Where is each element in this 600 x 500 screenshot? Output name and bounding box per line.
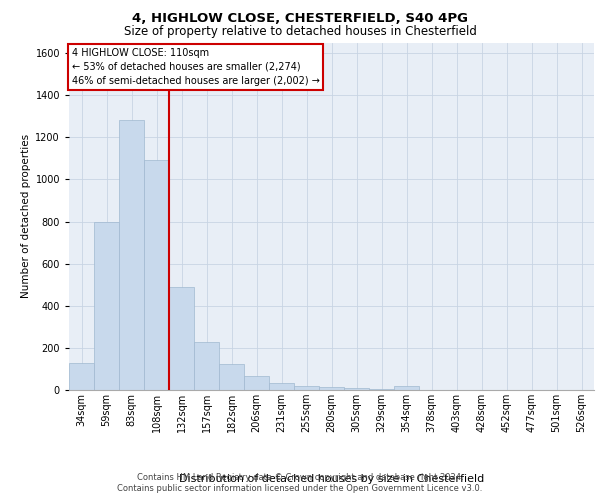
Text: Contains HM Land Registry data © Crown copyright and database right 2024.: Contains HM Land Registry data © Crown c…: [137, 472, 463, 482]
Bar: [319, 387, 344, 390]
Bar: [394, 386, 419, 390]
Bar: [169, 287, 194, 390]
Text: 4, HIGHLOW CLOSE, CHESTERFIELD, S40 4PG: 4, HIGHLOW CLOSE, CHESTERFIELD, S40 4PG: [132, 12, 468, 26]
Bar: [344, 388, 369, 390]
Bar: [294, 386, 319, 390]
Bar: [94, 222, 119, 390]
Bar: [219, 364, 244, 390]
Text: Contains public sector information licensed under the Open Government Licence v3: Contains public sector information licen…: [118, 484, 482, 493]
Bar: [369, 389, 394, 390]
Text: Size of property relative to detached houses in Chesterfield: Size of property relative to detached ho…: [124, 25, 476, 38]
Bar: [144, 160, 169, 390]
Bar: [119, 120, 144, 390]
Bar: [269, 382, 294, 390]
Bar: [194, 342, 219, 390]
Text: 4 HIGHLOW CLOSE: 110sqm
← 53% of detached houses are smaller (2,274)
46% of semi: 4 HIGHLOW CLOSE: 110sqm ← 53% of detache…: [71, 48, 320, 86]
Bar: [244, 376, 269, 390]
X-axis label: Distribution of detached houses by size in Chesterfield: Distribution of detached houses by size …: [179, 474, 484, 484]
Y-axis label: Number of detached properties: Number of detached properties: [21, 134, 31, 298]
Bar: [69, 362, 94, 390]
